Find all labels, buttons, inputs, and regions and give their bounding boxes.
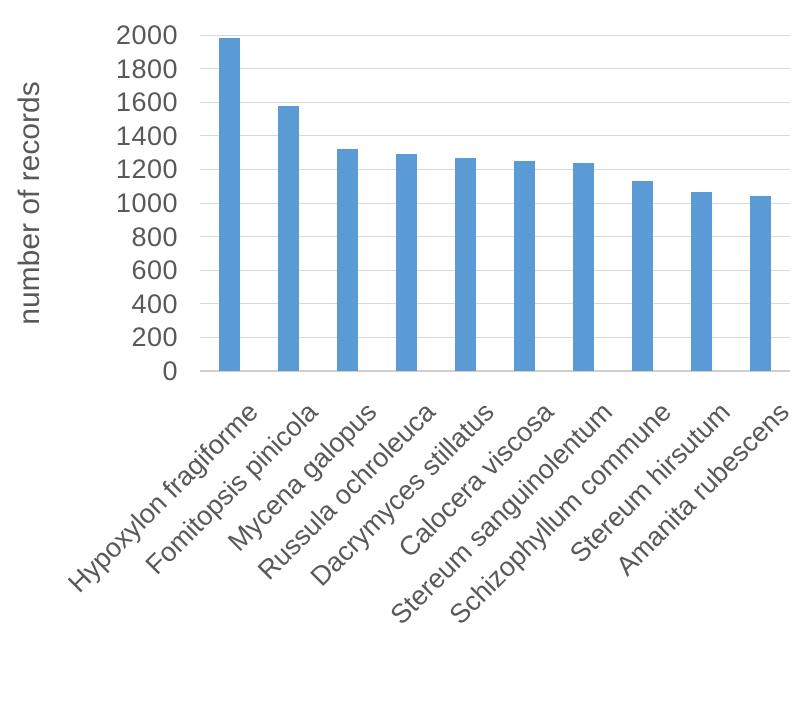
y-tick-label: 1600 (115, 87, 178, 118)
bar (750, 196, 771, 371)
gridline (200, 68, 790, 70)
plot-area (200, 34, 790, 372)
y-tick-label: 1200 (115, 154, 178, 185)
gridline (200, 303, 790, 305)
y-tick-label: 800 (131, 221, 178, 252)
y-tick-label: 1400 (115, 120, 178, 151)
gridline (200, 236, 790, 238)
bar (632, 181, 653, 371)
y-tick-label: 0 (162, 356, 178, 386)
bar (337, 149, 358, 371)
y-tick-label: 1000 (115, 188, 178, 218)
bar (396, 154, 417, 371)
y-tick-label: 2000 (115, 20, 178, 50)
y-tick-label: 1800 (115, 53, 178, 84)
bar (691, 192, 712, 371)
bar (219, 38, 240, 371)
gridline (200, 34, 790, 36)
gridline (200, 101, 790, 103)
y-tick-label: 600 (131, 255, 178, 286)
y-tick-label: 400 (131, 288, 178, 319)
bar (455, 158, 476, 371)
gridline (200, 269, 790, 271)
y-tick-label: 200 (131, 322, 178, 353)
x-axis-line (200, 370, 790, 372)
bar (278, 105, 299, 371)
bar (573, 162, 594, 371)
bar (514, 161, 535, 371)
gridline (200, 135, 790, 137)
gridline (200, 336, 790, 338)
gridline (200, 202, 790, 204)
gridline (200, 168, 790, 170)
